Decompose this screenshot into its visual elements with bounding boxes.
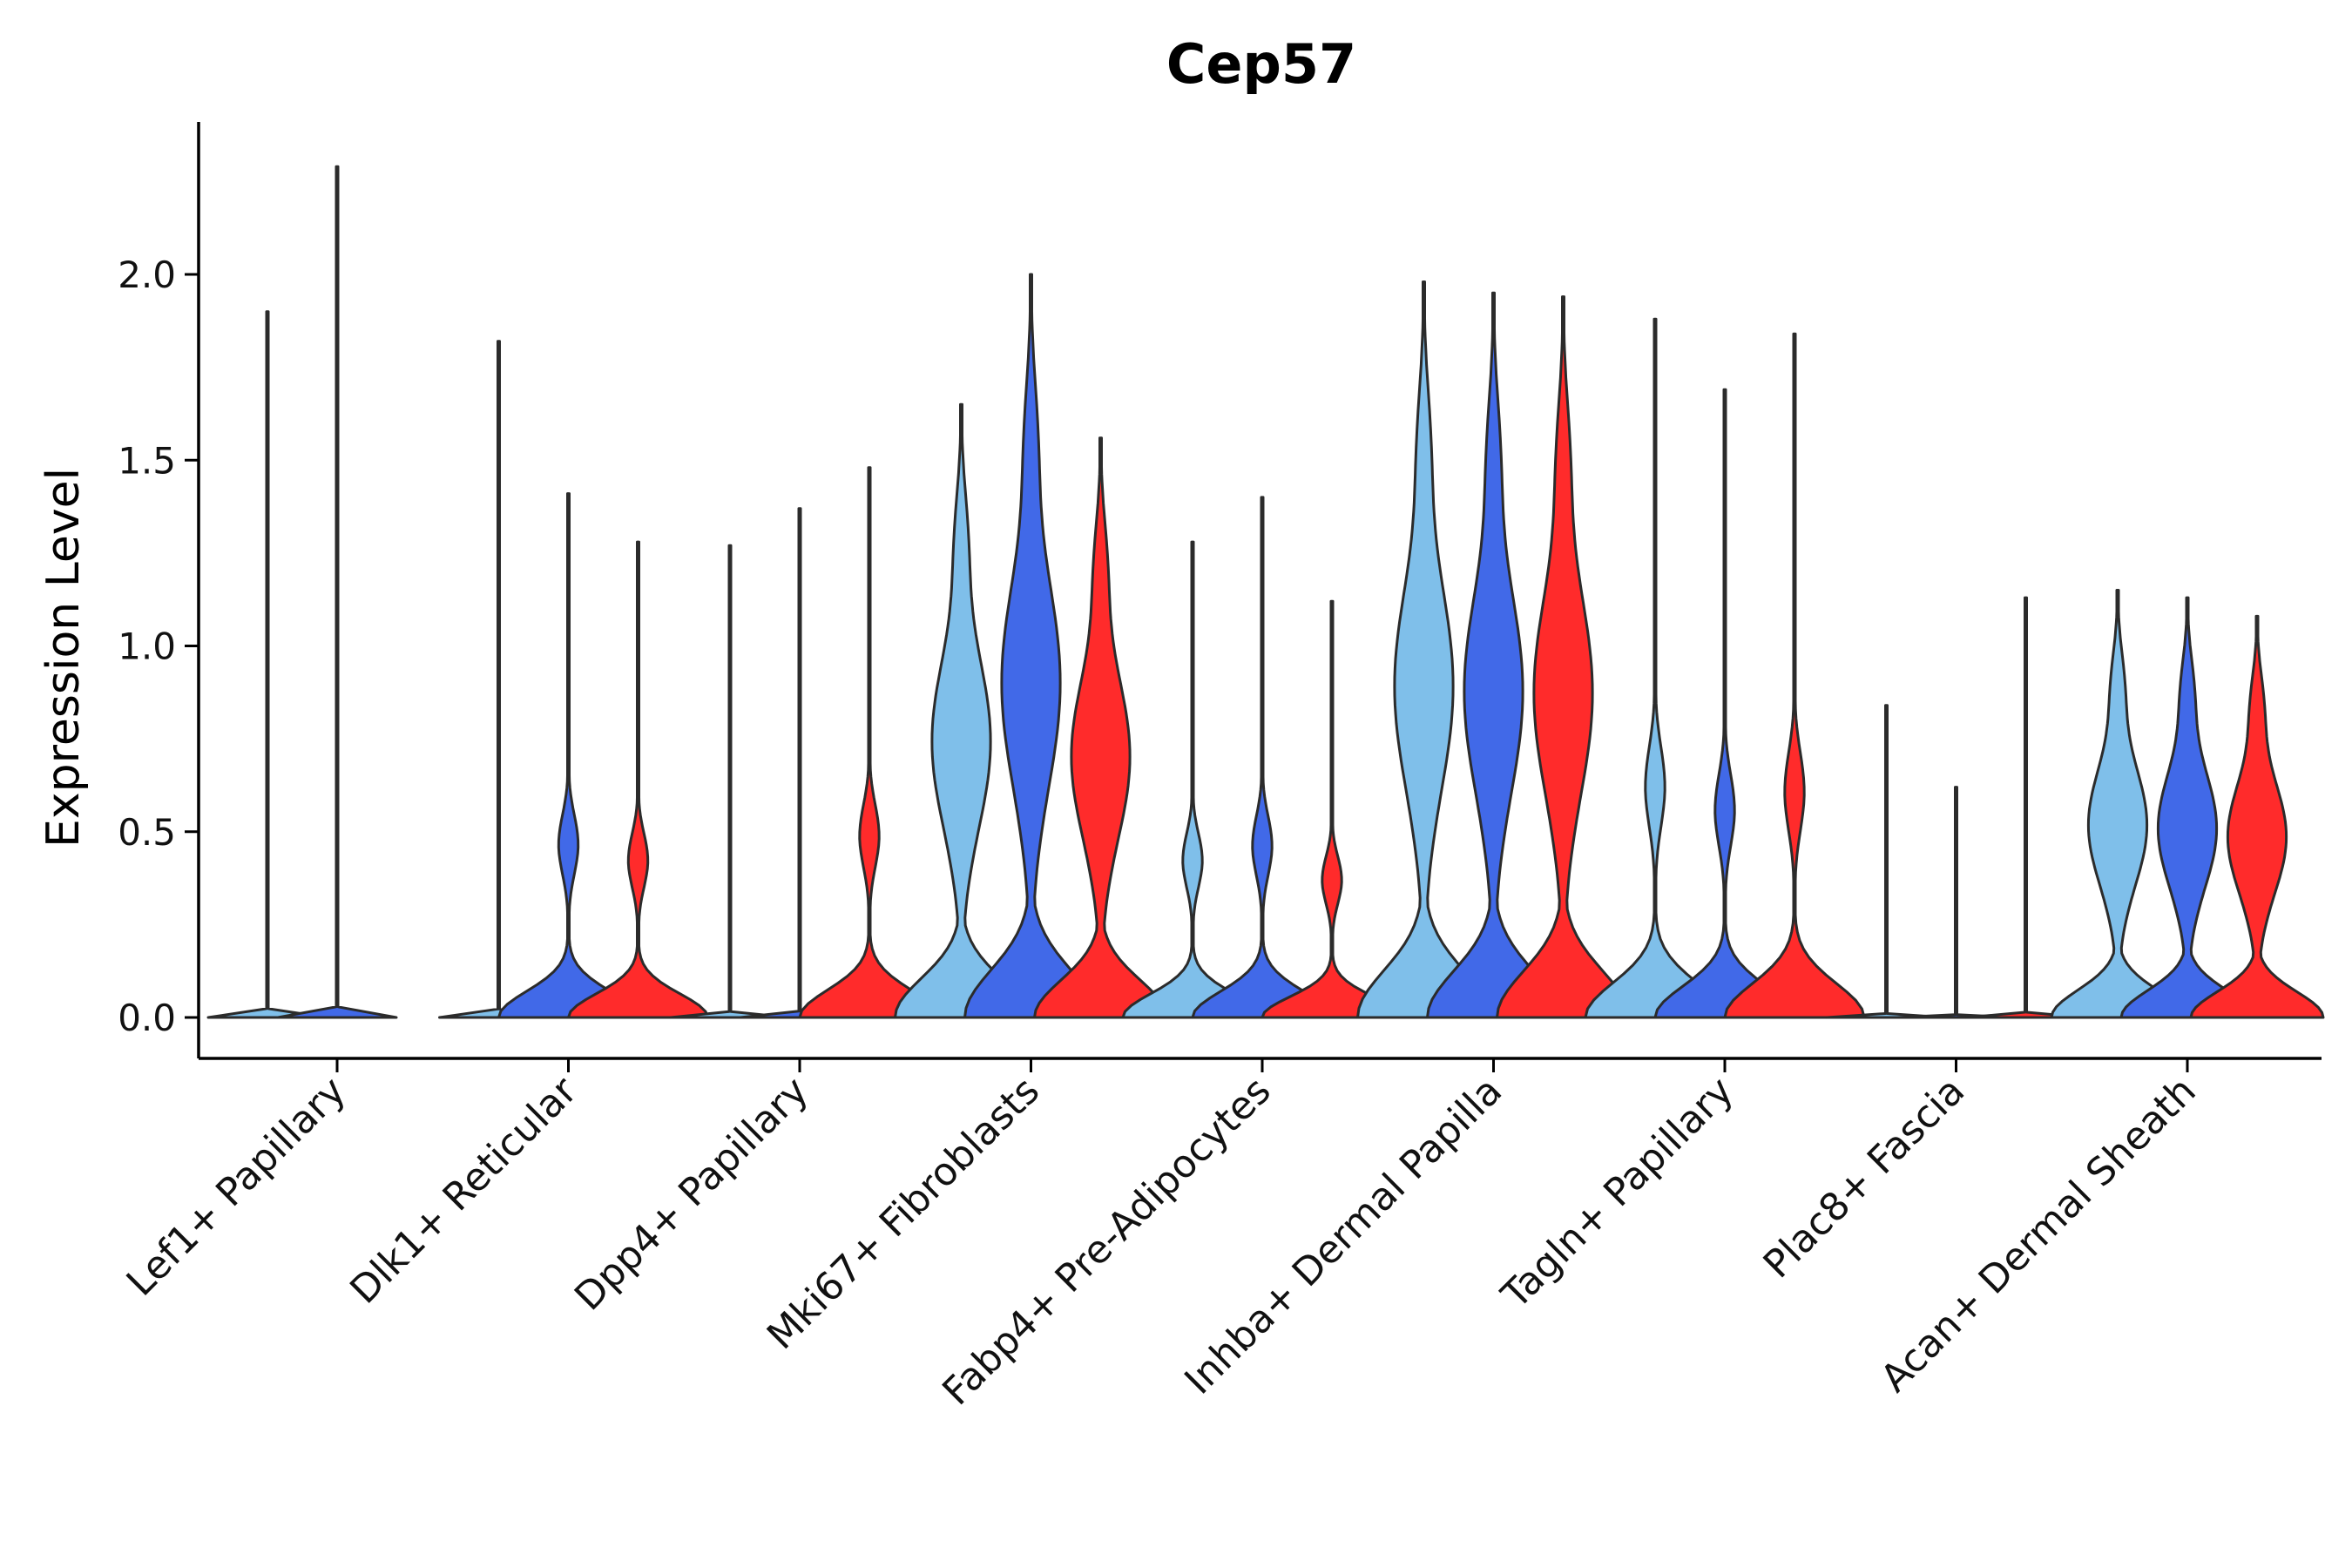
violin-9-group-3 — [2189, 614, 2325, 1019]
y-tick-label: 0.5 — [118, 811, 176, 854]
y-axis-label: Expression Level — [37, 468, 90, 848]
violin-1-group-2 — [276, 165, 398, 1019]
y-tick-label: 2.0 — [118, 253, 176, 296]
y-tick-label: 1.0 — [118, 625, 176, 668]
violin-4-group-3 — [1033, 436, 1168, 1019]
violin-3-group-1 — [669, 544, 791, 1019]
violin-9-group-1 — [2050, 589, 2186, 1019]
violin-2-group-2 — [497, 492, 639, 1019]
violin-4-group-1 — [894, 402, 1029, 1019]
violin-1-group-1 — [206, 310, 328, 1019]
x-category-label: Dpp4+ Papillary — [566, 1069, 817, 1320]
violin-5-group-3 — [1260, 599, 1403, 1019]
violin-2-group-1 — [438, 340, 559, 1019]
x-category-label: Tagln+ Papillary — [1493, 1069, 1742, 1318]
chart-title: Cep57 — [1166, 32, 1356, 96]
violin-3-group-2 — [739, 507, 861, 1019]
violin-9-group-2 — [2119, 596, 2255, 1019]
x-category-label: Dlk1+ Reticular — [341, 1068, 586, 1313]
violin-7-group-3 — [1723, 332, 1866, 1019]
violin-3-group-3 — [798, 466, 941, 1019]
violin-5-group-2 — [1191, 496, 1334, 1019]
violin-7-group-2 — [1653, 388, 1796, 1019]
x-category-label: Plac8+ Fascia — [1755, 1069, 1974, 1288]
violin-8-group-2 — [1896, 786, 2017, 1019]
violin-6-group-3 — [1496, 295, 1631, 1019]
x-category-label: Lef1+ Papillary — [118, 1069, 355, 1305]
violin-5-group-1 — [1121, 540, 1264, 1019]
violin-8-group-3 — [1965, 596, 2086, 1019]
violin-7-group-1 — [1584, 317, 1727, 1019]
y-tick-label: 1.5 — [118, 439, 176, 482]
y-tick-label: 0.0 — [118, 997, 176, 1039]
violin-4-group-2 — [963, 273, 1098, 1019]
violin-6-group-2 — [1426, 291, 1561, 1019]
violin-8-group-1 — [1826, 704, 1947, 1019]
violin-2-group-3 — [567, 540, 709, 1019]
violin-6-group-1 — [1356, 280, 1491, 1019]
violins-layer — [206, 165, 2325, 1019]
